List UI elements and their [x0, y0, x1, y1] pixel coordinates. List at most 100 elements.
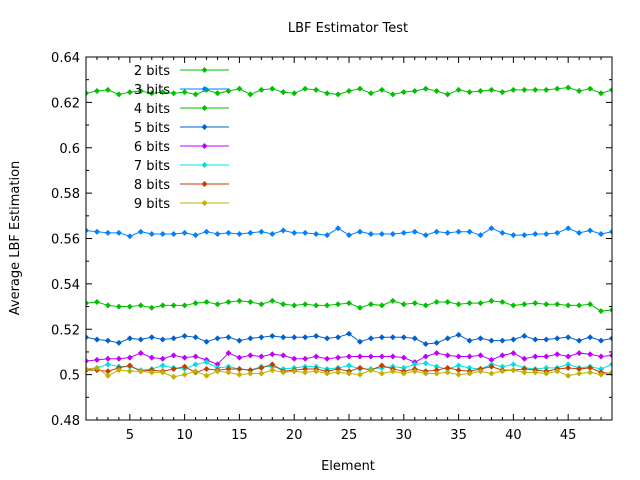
data-point: [159, 362, 166, 369]
data-point: [247, 299, 254, 306]
legend-entry: 4 bits: [134, 102, 229, 117]
data-point: [86, 227, 89, 234]
data-point: [499, 299, 506, 306]
data-point: [433, 339, 440, 346]
data-point: [280, 334, 287, 341]
data-point: [181, 333, 188, 340]
data-point: [598, 353, 605, 360]
data-point: [609, 306, 612, 313]
data-point: [488, 363, 495, 370]
data-point: [335, 225, 342, 232]
legend: 2 bits 3 bits 4 bits 5 bits 6 bits 7 bits 8 bi…: [134, 64, 229, 212]
data-point: [181, 89, 188, 96]
data-point: [104, 355, 111, 362]
y-tick-label: 0.48: [51, 414, 80, 429]
data-point: [444, 299, 451, 306]
data-point: [335, 301, 342, 308]
data-point: [433, 370, 440, 377]
data-point: [269, 367, 276, 374]
data-point: [367, 301, 374, 308]
data-point: [356, 353, 363, 360]
data-point: [389, 297, 396, 304]
data-point: [510, 361, 517, 368]
data-point: [543, 336, 550, 343]
data-point: [236, 365, 243, 372]
legend-swatch-marker: [201, 86, 208, 92]
data-point: [258, 364, 265, 371]
data-point: [499, 89, 506, 96]
data-point: [609, 369, 612, 376]
data-point: [499, 337, 506, 344]
data-point: [93, 228, 100, 235]
data-point: [510, 367, 517, 374]
data-point: [488, 356, 495, 363]
data-point: [159, 302, 166, 309]
data-point: [214, 368, 221, 375]
data-point: [367, 335, 374, 342]
data-point: [411, 368, 418, 375]
data-point: [192, 334, 199, 341]
data-point: [148, 369, 155, 376]
data-point: [335, 354, 342, 361]
data-point: [115, 339, 122, 346]
legend-swatch-marker: [201, 162, 208, 168]
data-point: [258, 228, 265, 235]
data-point: [532, 300, 539, 307]
series-3: [86, 297, 612, 315]
legend-swatch-marker: [201, 105, 208, 111]
data-point: [291, 90, 298, 97]
data-point: [367, 90, 374, 97]
data-point: [422, 85, 429, 92]
data-point: [302, 355, 309, 362]
data-point: [433, 367, 440, 374]
data-point: [302, 301, 309, 308]
data-point: [93, 299, 100, 306]
legend-entry: 2 bits: [134, 64, 229, 79]
data-point: [291, 229, 298, 236]
data-point: [422, 340, 429, 347]
series-layer: [86, 84, 612, 380]
data-point: [587, 369, 594, 376]
data-point: [324, 335, 331, 342]
data-point: [225, 365, 232, 372]
data-point: [554, 85, 561, 92]
data-point: [587, 351, 594, 358]
data-point: [258, 301, 265, 308]
legend-swatch-marker: [201, 143, 208, 149]
data-point: [258, 353, 265, 360]
data-point: [159, 336, 166, 343]
data-point: [192, 361, 199, 368]
data-point: [510, 302, 517, 309]
x-tick-label: 15: [231, 428, 248, 443]
data-point: [510, 86, 517, 93]
data-point: [488, 297, 495, 304]
x-tick-label: 45: [560, 428, 577, 443]
data-point: [444, 369, 451, 376]
data-point: [181, 371, 188, 378]
data-point: [510, 232, 517, 239]
data-point: [455, 86, 462, 93]
data-point: [302, 229, 309, 236]
data-point: [192, 353, 199, 360]
data-point: [148, 334, 155, 341]
data-point: [126, 335, 133, 342]
data-point: [565, 334, 572, 341]
data-point: [236, 337, 243, 344]
data-point: [455, 228, 462, 235]
legend-entry: 6 bits: [134, 140, 229, 155]
data-point: [609, 228, 612, 235]
data-point: [477, 300, 484, 307]
y-tick-label: 0.56: [51, 233, 80, 248]
data-point: [378, 370, 385, 377]
data-point: [247, 367, 254, 374]
data-point: [477, 88, 484, 95]
data-point: [137, 336, 144, 343]
data-point: [521, 369, 528, 376]
data-point: [433, 228, 440, 235]
data-point: [170, 373, 177, 380]
data-point: [455, 353, 462, 360]
data-point: [159, 355, 166, 362]
data-point: [510, 350, 517, 357]
